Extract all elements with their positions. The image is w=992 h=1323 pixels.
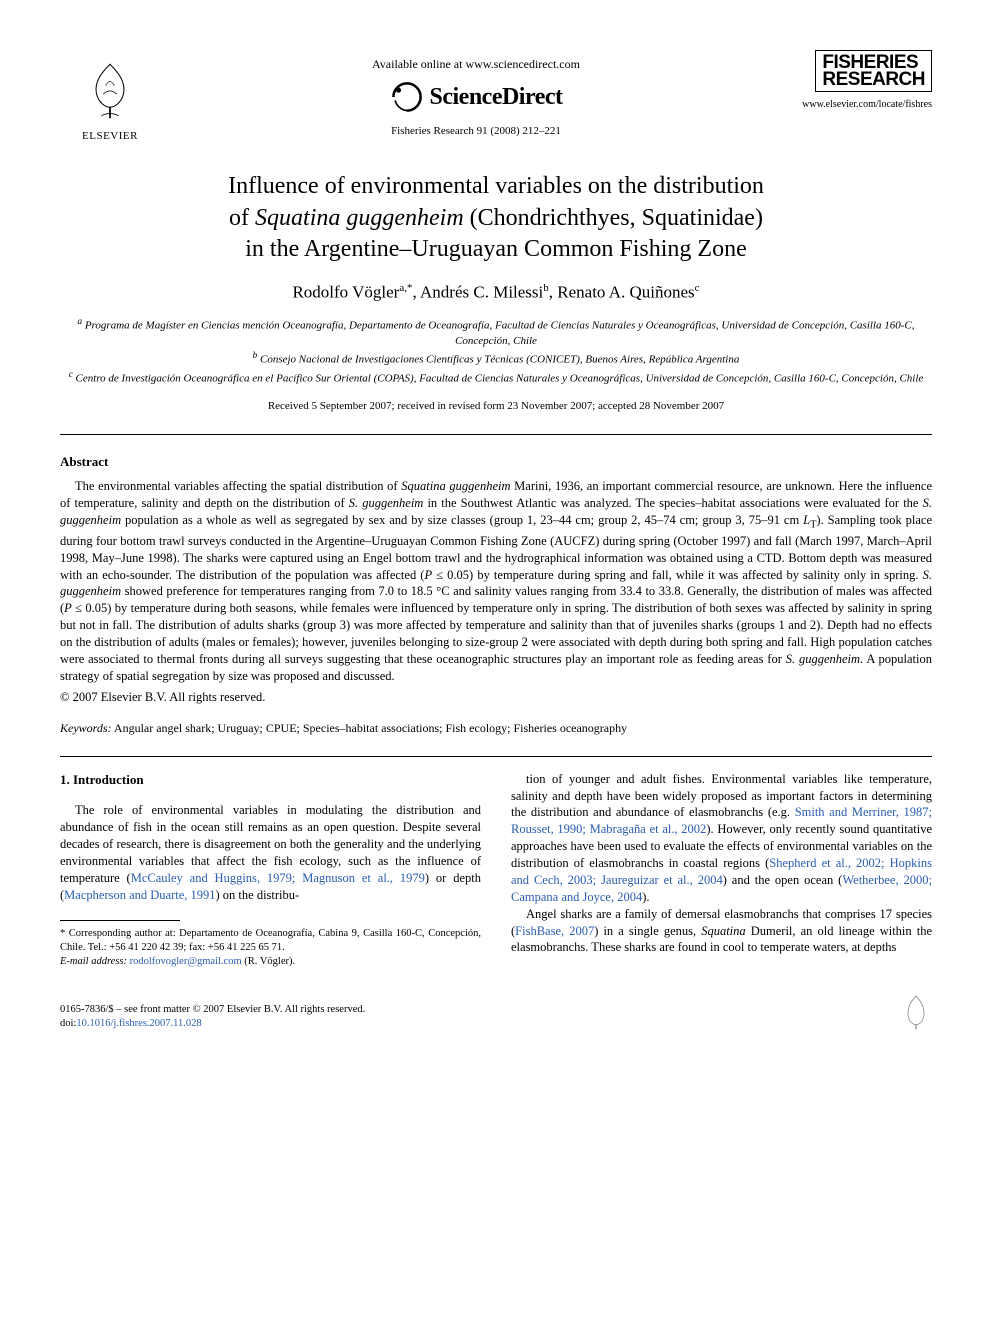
- left-column: 1. Introduction The role of environmenta…: [60, 771, 481, 969]
- title-line2-species: Squatina guggenheim: [255, 205, 464, 231]
- corr-address: * Corresponding author at: Departamento …: [60, 927, 481, 955]
- email-link[interactable]: rodolfovogler@gmail.com: [130, 956, 242, 967]
- abs-t4: population as a whole as well as segrega…: [121, 513, 803, 527]
- ir2-c1[interactable]: FishBase, 2007: [515, 924, 594, 938]
- doi-prefix: doi:: [60, 1018, 76, 1029]
- article-dates: Received 5 September 2007; received in r…: [60, 399, 932, 414]
- header-center: Available online at www.sciencedirect.co…: [160, 50, 792, 139]
- intro-heading: 1. Introduction: [60, 771, 481, 789]
- title-line3: in the Argentine–Uruguayan Common Fishin…: [245, 236, 747, 262]
- title-line1: Influence of environmental variables on …: [228, 173, 764, 199]
- email-label: E-mail address:: [60, 956, 127, 967]
- email-who: (R. Vögler).: [242, 956, 295, 967]
- page-footer: 0165-7836/$ – see front matter © 2007 El…: [60, 993, 932, 1031]
- front-matter-line: 0165-7836/$ – see front matter © 2007 El…: [60, 1003, 365, 1017]
- corr-email-line: E-mail address: rodolfovogler@gmail.com …: [60, 955, 481, 969]
- abs-i8: S. guggenheim: [786, 652, 860, 666]
- abs-t1: The environmental variables affecting th…: [75, 479, 401, 493]
- affiliation-a: a Programa de Magíster en Ciencias menci…: [60, 315, 932, 349]
- intro-right-p1: tion of younger and adult fishes. Enviro…: [511, 771, 932, 906]
- abstract-copyright: © 2007 Elsevier B.V. All rights reserved…: [60, 689, 932, 706]
- locate-url: www.elsevier.com/locate/fishres: [792, 98, 932, 112]
- author-3-sup: c: [695, 282, 700, 294]
- sciencedirect-swoosh-icon: [390, 80, 424, 114]
- author-1-sup: a,*: [399, 282, 412, 294]
- abstract-body: The environmental variables affecting th…: [60, 478, 932, 684]
- title-line2-pre: of: [229, 205, 255, 231]
- abs-i2: S. guggenheim: [349, 496, 424, 510]
- authors: Rodolfo Vöglera,*, Andrés C. Milessib, R…: [60, 281, 932, 305]
- abstract-paragraph: The environmental variables affecting th…: [60, 478, 932, 684]
- il-t3: ) on the distribu-: [216, 888, 300, 902]
- elsevier-tree-icon: [84, 60, 136, 120]
- journal-citation: Fisheries Research 91 (2008) 212–221: [160, 124, 792, 139]
- footer-left: 0165-7836/$ – see front matter © 2007 El…: [60, 1003, 365, 1031]
- elsevier-mini-icon: [900, 993, 932, 1031]
- footnote-separator: [60, 920, 180, 921]
- fisheries-research-logo: FISHERIES RESEARCH: [815, 50, 932, 92]
- ir2-i1: Squatina: [701, 924, 745, 938]
- author-2: Andrés C. Milessi: [420, 283, 543, 302]
- sciencedirect-text: ScienceDirect: [430, 81, 563, 113]
- author-2-sup: b: [543, 282, 549, 294]
- author-3: Renato A. Quiñones: [557, 283, 694, 302]
- intro-right-p2: Angel sharks are a family of demersal el…: [511, 906, 932, 957]
- article-title: Influence of environmental variables on …: [100, 171, 892, 265]
- available-online-line: Available online at www.sciencedirect.co…: [160, 56, 792, 72]
- affiliations: a Programa de Magíster en Ciencias menci…: [60, 315, 932, 388]
- keywords-text: Angular angel shark; Uruguay; CPUE; Spec…: [112, 721, 628, 735]
- ir-t4: ).: [642, 890, 649, 904]
- rule-below-keywords: [60, 756, 932, 757]
- il-c2[interactable]: Macpherson and Duarte, 1991: [64, 888, 215, 902]
- affiliation-a-text: Programa de Magíster en Ciencias mención…: [85, 319, 915, 346]
- rule-above-abstract: [60, 434, 932, 435]
- intro-left-p1: The role of environmental variables in m…: [60, 802, 481, 903]
- keywords-label: Keywords:: [60, 721, 112, 735]
- abs-t6: ≤ 0.05) by temperature during spring and…: [432, 568, 923, 582]
- fr-logo-word2: RESEARCH: [822, 71, 925, 88]
- doi-link[interactable]: 10.1016/j.fishres.2007.11.028: [76, 1018, 201, 1029]
- ir2-t2: ) in a single genus,: [594, 924, 701, 938]
- sciencedirect-logo: ScienceDirect: [390, 80, 563, 114]
- il-c1[interactable]: McCauley and Huggins, 1979; Magnuson et …: [131, 871, 425, 885]
- abs-t3: in the Southwest Atlantic was analyzed. …: [423, 496, 922, 510]
- affiliation-c-text: Centro de Investigación Oceanográfica en…: [76, 373, 924, 385]
- elsevier-label: ELSEVIER: [60, 129, 160, 144]
- header: ELSEVIER Available online at www.science…: [60, 50, 932, 143]
- affiliation-b-text: Consejo Nacional de Investigaciones Cien…: [260, 354, 739, 366]
- ir-t3: ) and the open ocean (: [723, 873, 843, 887]
- doi-line: doi:10.1016/j.fishres.2007.11.028: [60, 1017, 365, 1031]
- abs-i7: P: [64, 601, 72, 615]
- header-right: FISHERIES RESEARCH www.elsevier.com/loca…: [792, 50, 932, 112]
- abs-i1: Squatina guggenheim: [401, 479, 510, 493]
- corresponding-footnote: * Corresponding author at: Departamento …: [60, 927, 481, 970]
- body-columns: 1. Introduction The role of environmenta…: [60, 771, 932, 969]
- abs-i5: P: [424, 568, 432, 582]
- author-1: Rodolfo Vögler: [292, 283, 399, 302]
- keywords: Keywords: Angular angel shark; Uruguay; …: [60, 720, 932, 736]
- elsevier-logo-block: ELSEVIER: [60, 50, 160, 143]
- right-column: tion of younger and adult fishes. Enviro…: [511, 771, 932, 969]
- abstract-heading: Abstract: [60, 453, 932, 471]
- affiliation-b: b Consejo Nacional de Investigaciones Ci…: [60, 349, 932, 368]
- title-line2-post: (Chondrichthyes, Squatinidae): [464, 205, 763, 231]
- affiliation-c: c Centro de Investigación Oceanográfica …: [60, 368, 932, 387]
